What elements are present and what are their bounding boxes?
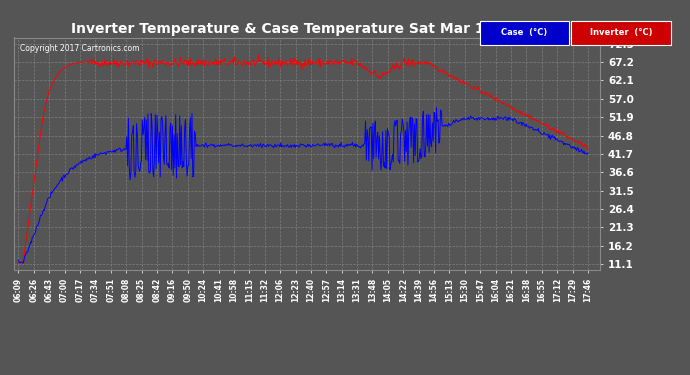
Text: Copyright 2017 Cartronics.com: Copyright 2017 Cartronics.com [19, 45, 139, 54]
Text: Inverter  (°C): Inverter (°C) [590, 28, 652, 38]
Title: Inverter Temperature & Case Temperature Sat Mar 11 17:51: Inverter Temperature & Case Temperature … [71, 22, 543, 36]
Text: Case  (°C): Case (°C) [501, 28, 548, 38]
